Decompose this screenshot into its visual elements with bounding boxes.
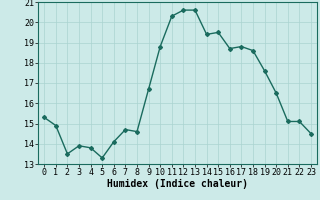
X-axis label: Humidex (Indice chaleur): Humidex (Indice chaleur) (107, 179, 248, 189)
